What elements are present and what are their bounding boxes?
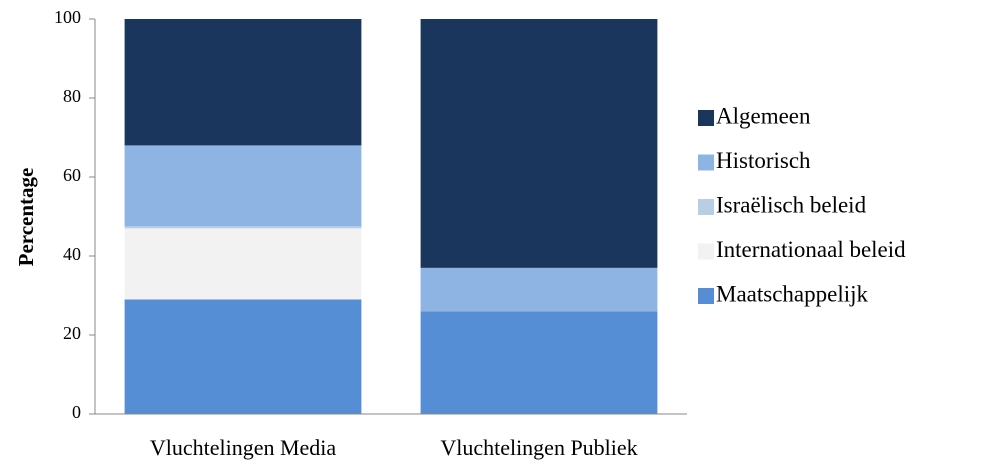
legend-label: Maatschappelijk xyxy=(716,281,869,306)
y-tick-label: 0 xyxy=(72,402,81,422)
legend-swatch xyxy=(698,110,714,126)
bar-segment xyxy=(420,19,658,268)
y-axis-label: Percentage xyxy=(14,168,38,267)
y-tick-label: 20 xyxy=(63,323,81,343)
legend-swatch xyxy=(698,154,714,171)
legend-swatch xyxy=(698,243,714,260)
bar-segment xyxy=(124,226,362,229)
y-tick-label: 40 xyxy=(63,244,81,264)
bar-segment xyxy=(124,299,362,414)
legend-label: Internationaal beleid xyxy=(716,237,906,262)
legend-label: Historisch xyxy=(716,148,811,173)
bar-segment xyxy=(420,267,658,312)
x-tick-label: Vluchtelingen Media xyxy=(150,435,337,460)
legend-swatch xyxy=(698,199,714,215)
bar-segment xyxy=(124,19,362,146)
bar-segment xyxy=(124,228,362,300)
y-tick-label: 60 xyxy=(63,165,81,185)
y-tick-label: 80 xyxy=(63,86,81,106)
bar-segment xyxy=(420,311,658,414)
legend-label: Algemeen xyxy=(716,103,811,128)
y-tick-label: 100 xyxy=(54,7,81,27)
legend-swatch xyxy=(698,288,714,304)
bar-segment xyxy=(124,145,362,227)
legend-label: Israëlisch beleid xyxy=(716,192,867,217)
x-tick-label: Vluchtelingen Publiek xyxy=(440,435,637,460)
